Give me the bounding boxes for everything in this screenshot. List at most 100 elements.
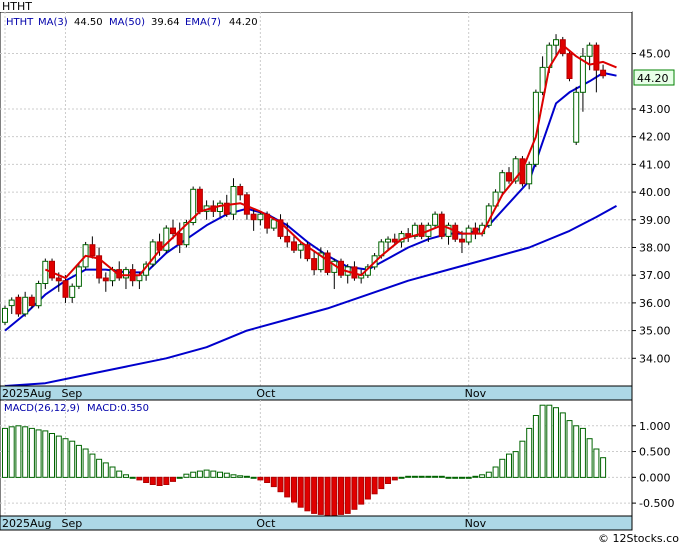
price-y-tick-label: 40.00 [639,186,671,199]
macd-bar [371,476,378,495]
macd-bar [331,476,338,516]
macd-bar [176,476,183,479]
macd-bar [385,476,391,484]
macd-y-tick-label: 1.000 [639,420,671,433]
price-y-tick-label: 37.00 [639,269,671,282]
legend: HTHT MA(3) 44.50 MA(50) 39.64 EMA(7) 44.… [6,17,258,28]
price-x-label: Oct [256,387,276,400]
macd-bar [459,476,465,479]
macd-bar [109,466,116,478]
macd-bar [270,476,277,488]
macd-bar [405,475,412,478]
candle-body [230,186,237,215]
macd-bar [553,407,559,478]
price-title-bar [0,0,632,12]
candle-body [2,307,8,323]
macd-bar [304,476,311,512]
macd-bar [22,426,29,478]
legend-ma3-label: MA(3) [38,17,68,28]
candle-body [553,39,559,46]
macd-bar [196,470,203,478]
macd-y-axis: -0.500 0.000 0.500 1.000 [632,420,674,510]
price-y-tick-label: 39.00 [639,214,671,227]
macd-bar [8,426,15,478]
macd-bar [573,425,580,478]
candle-body [237,186,244,196]
price-x-label: Sep [61,387,82,400]
macd-bar [432,475,439,478]
ma50-line-path [4,205,617,387]
macd-bar [123,474,129,478]
candle-body [8,299,15,307]
price-x-axis: 2025Aug Sep Oct Nov [2,387,487,400]
candle-body [22,296,29,315]
candle-body [432,213,439,226]
macd-bar [358,476,365,505]
macd-bar [223,472,230,478]
macd-x-label: Nov [465,517,487,530]
macd-x-label: Sep [61,517,82,530]
macd-bar [600,457,607,478]
macd-bar [163,476,170,485]
macd-bar [96,458,103,478]
legend-ema7-value: 44.20 [229,17,258,28]
candle-body [35,283,42,307]
price-panel: HTHT 34.00 35.00 36.00 37.00 38.00 39.00 40.00… [0,0,675,401]
macd-value: MACD:0.350 [87,403,149,414]
macd-bar [291,476,297,503]
price-y-axis: 34.00 35.00 36.00 37.00 38.00 39.00 40.00 41.00… [632,48,671,365]
macd-bar [15,425,22,478]
candle-body [297,244,304,251]
macd-bar [566,420,573,478]
candle-body [586,44,593,57]
macd-bar [418,475,425,478]
macd-y-tick-label: 0.500 [639,446,671,459]
macd-bar [129,476,136,479]
macd-bar [364,476,371,500]
macd-bar [62,438,69,478]
macd-bar [546,404,553,478]
legend-ma3-value: 44.50 [74,17,103,28]
macd-bar [203,469,210,478]
macd-bar [250,476,257,479]
macd-bar [425,475,432,478]
macd-bar [102,462,109,478]
candle-body [62,280,69,298]
macd-bar [277,476,284,493]
macd-bar [170,476,176,482]
macd-bar [472,475,479,478]
candle-body [190,188,197,224]
macd-bar [284,476,291,498]
candle-body [445,224,452,237]
macd-bar [311,476,318,514]
price-x-label: 2025Aug [2,387,51,400]
macd-bar [579,427,586,478]
macd-bar [519,440,526,478]
macd-bar [243,475,250,478]
macd-bar [499,458,506,478]
candle-body [75,266,82,287]
ma3-line-path [44,44,617,279]
candle-body [311,258,318,271]
title-ticker: HTHT [2,0,32,13]
candle-body [250,213,257,221]
macd-histogram [2,404,607,516]
ma3-line [44,44,617,279]
legend-ma50-value: 39.64 [151,17,180,28]
macd-bar [264,476,271,483]
legend-ema7-label: EMA(7) [185,17,221,28]
last-price-label: 44.20 [633,69,675,86]
candle-body [317,252,324,271]
macd-date-bar [0,515,633,531]
macd-bar [116,470,123,478]
last-price-box [633,69,675,86]
candle-body [291,241,297,251]
macd-bar [378,476,385,490]
macd-bar [136,476,143,481]
legend-ma50-label: MA(50) [109,17,145,28]
price-y-tick-label: 34.00 [639,352,671,365]
candle-body [579,55,586,93]
candle-body [223,202,230,215]
macd-bar [230,474,237,478]
legend-ticker: HTHT [6,17,34,28]
